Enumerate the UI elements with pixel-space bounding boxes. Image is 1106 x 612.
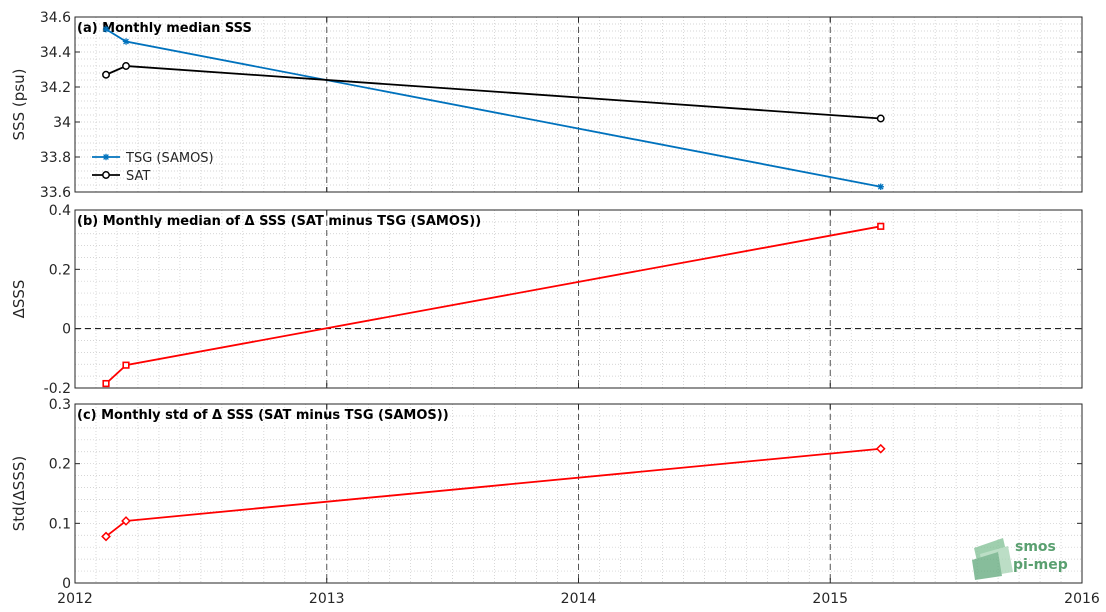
y-tick-label: 0.1: [49, 516, 71, 532]
data-point: [121, 516, 131, 526]
y-axis-label: SSS (psu): [10, 69, 28, 141]
y-tick-label: 34.4: [40, 45, 71, 61]
x-tick-label: 2016: [1064, 591, 1100, 607]
y-tick-label: 0: [62, 576, 71, 592]
logo-text-line1: smos: [1015, 539, 1056, 555]
marker-stroke: [123, 38, 129, 45]
panel-title: (a) Monthly median SSS: [77, 21, 252, 36]
y-tick-label: 0.2: [49, 262, 71, 278]
smos-pimep-logo: smos pi-mep: [972, 538, 1068, 580]
series-1: [102, 62, 885, 123]
plot-area: [75, 210, 1082, 388]
y-tick-label: 0.4: [49, 203, 71, 219]
x-tick-label: 2013: [309, 591, 345, 607]
series-0: [102, 26, 884, 190]
data-point: [122, 62, 130, 70]
data-point: [102, 70, 110, 79]
data-point: [102, 26, 110, 33]
data-point: [102, 171, 110, 179]
series-0: [101, 443, 886, 542]
data-point: [877, 222, 885, 230]
marker-stroke: [103, 26, 109, 33]
y-tick-label: 34: [53, 115, 71, 131]
x-tick-label: 2012: [57, 591, 93, 607]
series-0: [102, 222, 885, 388]
y-tick-label: 0: [62, 322, 71, 338]
legend-entry: TSG (SAMOS): [125, 151, 214, 166]
major-grid: [326, 17, 831, 192]
y-tick-label: -0.2: [44, 381, 71, 397]
y-tick-label: 0.3: [49, 397, 71, 413]
panel-1: -0.2 0 0.2 0.4 ΔSSS (b) Monthly median of Δ S…: [10, 203, 1083, 397]
data-point: [102, 153, 110, 161]
logo-text-line2: pi-mep: [1013, 557, 1068, 573]
marker-stroke: [877, 183, 884, 190]
y-tick-label: 0.2: [49, 457, 71, 473]
marker-stroke: [103, 154, 109, 160]
data-point: [877, 183, 884, 190]
y-tick-label: 33.6: [40, 185, 71, 201]
panel-0: 33.6 33.8 34 34.2 34.4 34.6 SSS (psu) (a) Month…: [10, 10, 1083, 201]
panel-title: (b) Monthly median of Δ SSS (SAT minus T…: [77, 214, 481, 229]
data-point: [876, 114, 885, 123]
y-axis-label: ΔSSS: [10, 280, 28, 319]
panel-2: 0 0.1 0.2 0.3 2012 2013 2014 2015 2016 Std(ΔSSS) (…: [10, 397, 1100, 607]
data-point: [122, 361, 130, 369]
plot-area: [75, 404, 1082, 583]
data-point: [101, 531, 111, 542]
x-tick-label: 2015: [812, 591, 848, 607]
x-tick-label: 2014: [561, 591, 597, 607]
legend-entry: SAT: [126, 169, 150, 184]
panel-title: (c) Monthly std of Δ SSS (SAT minus TSG …: [77, 408, 449, 423]
logo-shape: [972, 552, 1002, 580]
y-tick-label: 34.2: [40, 80, 71, 96]
data-point: [102, 379, 110, 388]
logo-graphic: [972, 538, 1013, 580]
y-axis-label: Std(ΔSSS): [10, 456, 28, 531]
data-point: [122, 38, 130, 45]
legend: TSG (SAMOS) SAT: [92, 151, 214, 184]
y-tick-label: 33.8: [40, 150, 71, 166]
y-tick-label: 34.6: [40, 10, 71, 26]
data-point: [875, 443, 886, 454]
